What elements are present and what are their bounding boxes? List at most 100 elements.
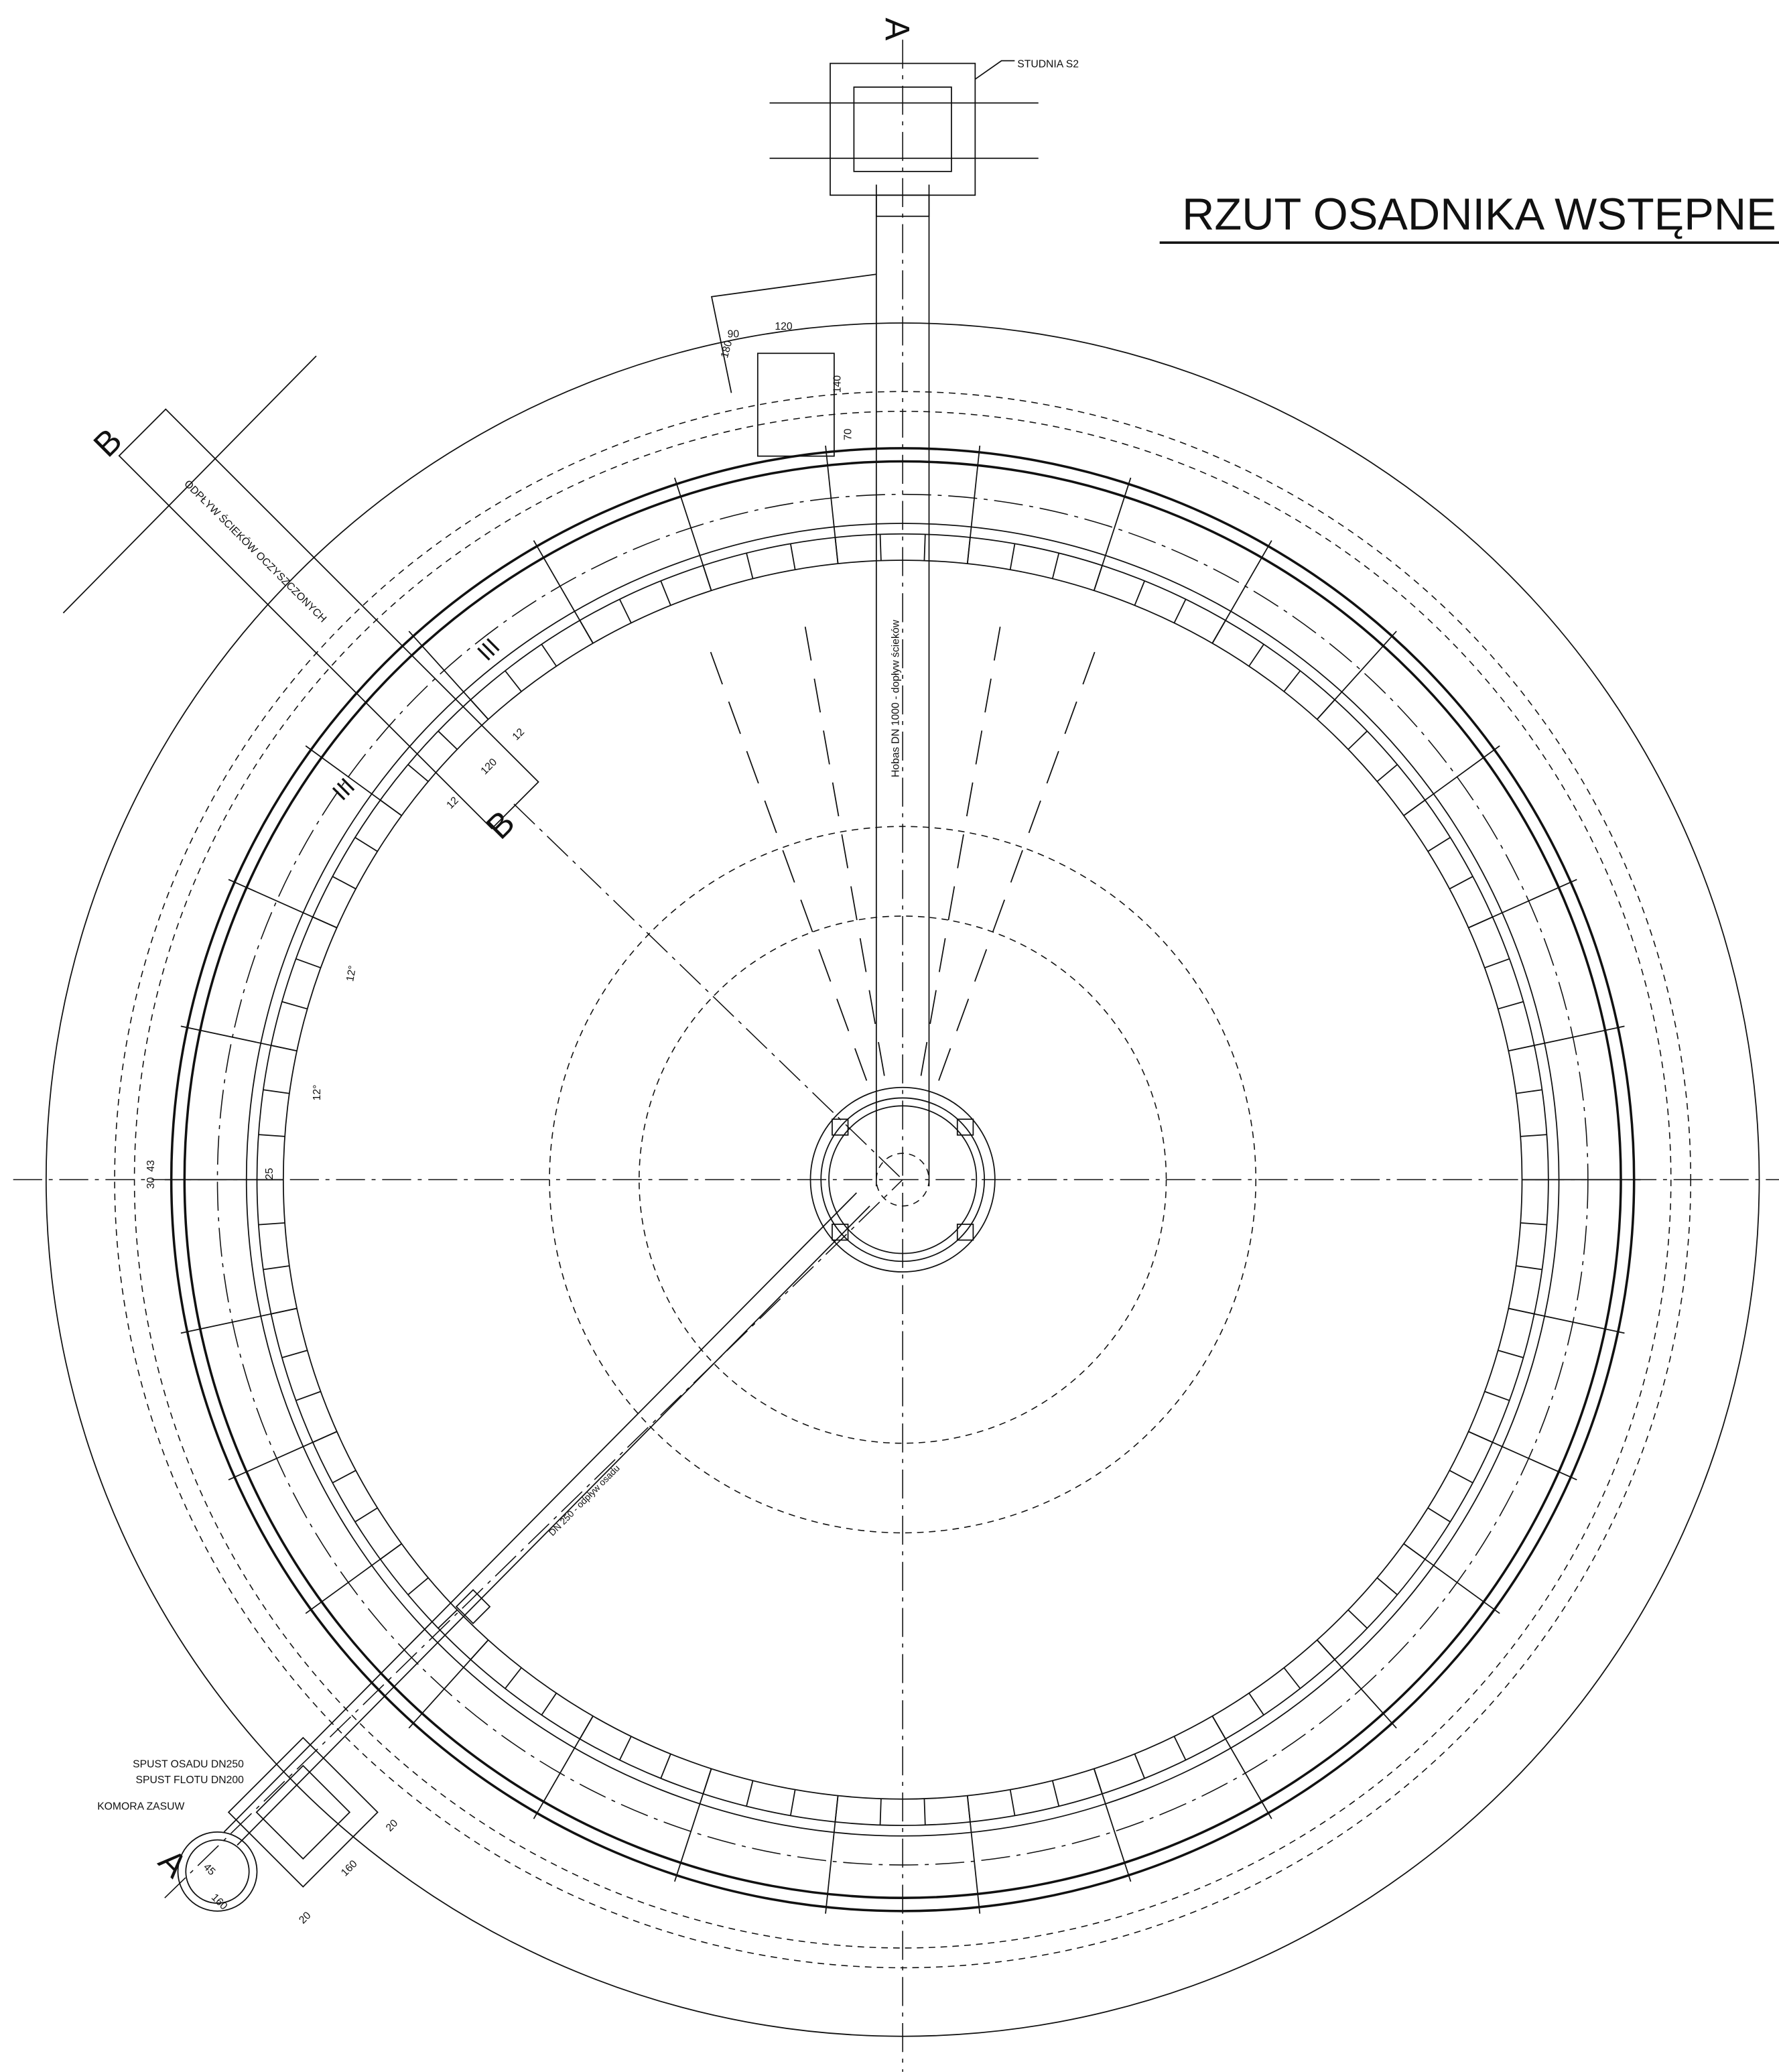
drawing-line <box>455 1589 491 1624</box>
section-label: B <box>479 803 522 846</box>
drawing-line <box>1173 598 1187 623</box>
drawing-line <box>879 534 882 561</box>
title: RZUT OSADNIKA WSTĘPNE <box>1182 189 1776 239</box>
drawing-line <box>312 1431 338 1443</box>
drawing-line <box>281 1350 308 1358</box>
dim: 140 <box>832 375 844 393</box>
drawing-line <box>1427 836 1451 852</box>
dim: 180 <box>719 339 734 359</box>
drawing-line <box>1520 1134 1547 1137</box>
drawing-line <box>1248 643 1264 667</box>
drawing-line <box>746 553 754 579</box>
drawing-line <box>1403 1543 1426 1560</box>
pipe-label: DN 250 - odpływ osadu <box>547 1463 622 1538</box>
drawing-line <box>853 86 952 172</box>
drawing-line <box>702 565 712 591</box>
drawing-line <box>470 1639 489 1661</box>
drawing-line <box>789 543 796 570</box>
drawing-line <box>255 1764 351 1860</box>
drawing-line <box>1093 1768 1103 1795</box>
drawing-line <box>966 1795 971 1822</box>
dim: 160 <box>209 1892 230 1913</box>
dim: 20 <box>384 1817 401 1834</box>
drawing-line <box>1134 580 1145 606</box>
drawing-line <box>1051 1780 1060 1807</box>
dim: 70 <box>842 428 854 440</box>
drawing-line <box>1468 1431 1493 1443</box>
drawing-line <box>832 1118 849 1136</box>
drawing-line <box>1449 1470 1473 1484</box>
drawing-line <box>227 1736 379 1888</box>
drawing-line <box>1508 1045 1534 1052</box>
drawing-line <box>505 1667 522 1689</box>
drawing-line <box>1317 699 1335 720</box>
drawing-line <box>62 355 317 614</box>
drawing-line <box>1009 1789 1016 1816</box>
section-label: A <box>151 1841 194 1884</box>
dim: 12° <box>344 965 358 982</box>
drawing-line <box>879 1799 882 1825</box>
drawing-line <box>332 876 356 890</box>
drawing-line <box>708 647 868 1081</box>
drawing-line <box>1516 1265 1542 1271</box>
drawing-line <box>956 1224 974 1241</box>
drawing-line <box>579 620 594 644</box>
drawing-line <box>438 1609 458 1629</box>
chamber-label: SPUST OSADU DN250 <box>133 1759 244 1770</box>
drawing-line <box>185 1839 250 1904</box>
drawing-line <box>702 1768 712 1795</box>
drawing-line <box>258 1134 285 1137</box>
geometry <box>13 40 1779 2072</box>
dim: 120 <box>479 757 500 777</box>
drawing-line <box>1427 1507 1451 1523</box>
drawing-line <box>505 670 522 692</box>
drawing-line <box>407 764 429 782</box>
drawing-line <box>237 1206 870 1846</box>
drawing-line <box>1283 670 1301 692</box>
drawing-line <box>1449 876 1473 890</box>
drawing-line <box>1468 916 1493 929</box>
drawing-line <box>832 1224 849 1241</box>
drawing-line <box>258 1222 285 1226</box>
dim: 43 <box>145 1160 157 1172</box>
drawing-line <box>1347 730 1368 750</box>
drawing-line <box>271 1307 298 1315</box>
drawing-line <box>923 1799 926 1825</box>
drawing-line <box>1347 1609 1368 1629</box>
drawing-line <box>1484 958 1510 969</box>
drawing-line <box>354 836 378 852</box>
drawing-line <box>956 1118 974 1136</box>
drawing-line <box>513 803 903 1180</box>
section-label: A <box>878 17 917 40</box>
drawing-line <box>618 598 632 623</box>
drawing-line <box>1516 1089 1542 1094</box>
drawing-line <box>579 1715 594 1740</box>
dim: 30 <box>145 1177 157 1189</box>
pipe-label: Hobas DN 1000 - dopływ ścieków <box>890 619 901 777</box>
drawing-line <box>974 60 1015 80</box>
drawing-line <box>1211 1715 1226 1740</box>
dim: 120 <box>775 321 792 332</box>
drawing-line <box>1051 553 1060 579</box>
drawing-line <box>263 1265 289 1271</box>
drawing-line <box>541 1693 557 1715</box>
drawing-line <box>834 1795 839 1822</box>
drawing-line <box>1520 1222 1547 1226</box>
drawing-line <box>920 621 1002 1076</box>
drawing-line <box>470 699 489 720</box>
drawing-line <box>1498 1000 1524 1010</box>
drawing-line <box>830 62 976 196</box>
drawing-line <box>660 580 671 606</box>
drawing-line <box>938 647 1098 1081</box>
drawing-line <box>834 537 839 564</box>
drawing-line <box>271 1045 298 1052</box>
drawing-line <box>1009 543 1016 570</box>
drawing-line <box>295 958 321 969</box>
drawing-line <box>332 1470 356 1484</box>
chamber-label: SPUST FLOTU DN200 <box>136 1774 245 1786</box>
drawing-line <box>618 1736 632 1760</box>
drawing-line <box>541 643 557 667</box>
dim: 45 <box>201 1862 218 1878</box>
drawing-line <box>1317 1639 1335 1661</box>
